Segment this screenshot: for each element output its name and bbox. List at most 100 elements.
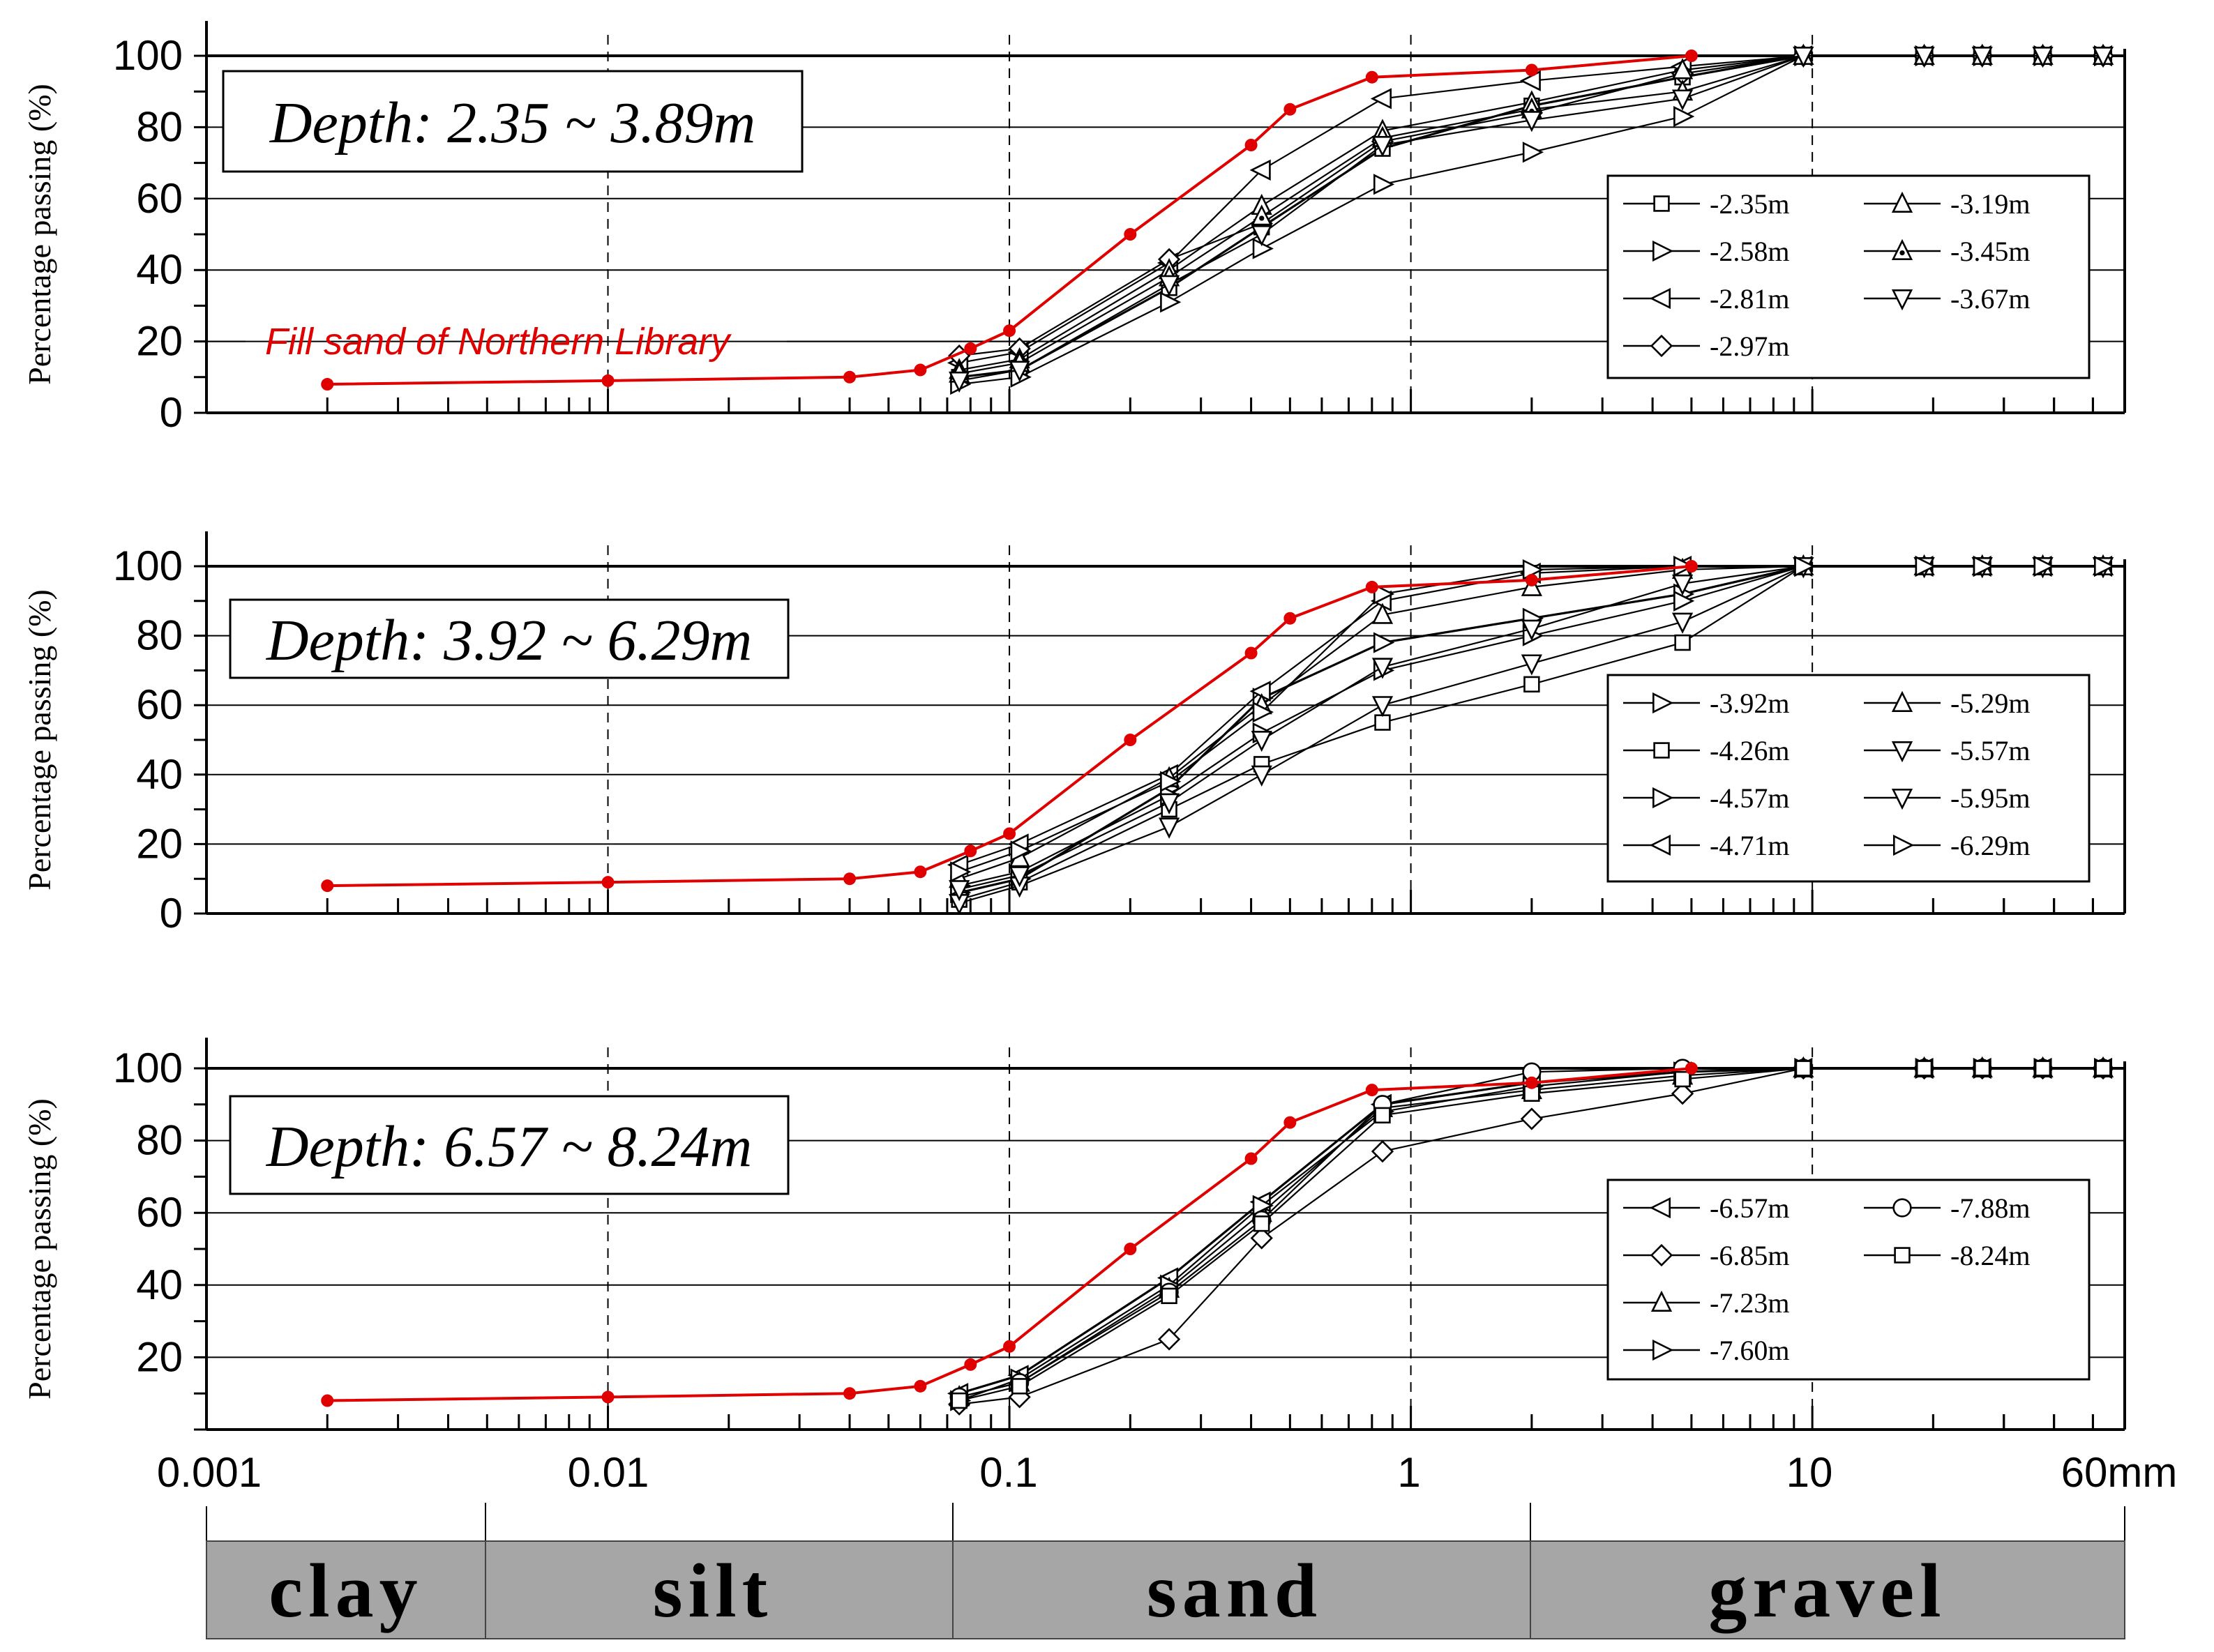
point--5.57m-6: [1671, 612, 1694, 634]
legend-marker--5.29m: [1891, 690, 1913, 713]
point--3.67m-9: [1971, 47, 1993, 68]
fill-sand-point-8: [1283, 1116, 1297, 1129]
legend-marker--6.57m: [1649, 1197, 1671, 1219]
y-tick-label-20: 20: [136, 318, 183, 365]
depth-label: Depth: 3.92 ~ 6.29m: [266, 608, 752, 673]
legend-label--8.24m: -8.24m: [1950, 1240, 2030, 1271]
x-tick-label-0.1: 0.1: [979, 1449, 1037, 1496]
point--5.57m-3: [1251, 765, 1272, 787]
panel-1: 0 20 40 60 80 100 Percentage passing (%) Depth:…: [22, 21, 2126, 436]
series--8.24m: [951, 1060, 2111, 1409]
legend-box: [1606, 174, 2091, 379]
series--3.67m: [949, 47, 2114, 393]
soil-label-gravel: gravel: [1708, 1548, 1946, 1633]
y-tick-label-20: 20: [136, 1333, 183, 1380]
point--7.60m-3: [1252, 1195, 1274, 1216]
fill-sand-point-5: [1003, 827, 1016, 840]
point--3.67m-7: [1793, 47, 1814, 68]
legend: -6.57m -6.85m -7.23m -7.60m -7.88m -8.24m: [1606, 1179, 2091, 1381]
fill-sand-point-3: [914, 363, 927, 377]
point--4.57m-6: [1673, 590, 1695, 612]
y-axis-label: Percentage passing (%): [22, 1098, 57, 1400]
fill-sand-point-5: [1003, 324, 1016, 338]
legend-label--7.60m: -7.60m: [1710, 1335, 1789, 1366]
legend: -2.35m -2.58m -2.81m -2.97m -3.19m -3.45m -3.6…: [1606, 174, 2091, 379]
point--3.67m-3: [1251, 225, 1272, 247]
legend: -3.92m -4.26m -4.57m -4.71m -5.29m -5.57m -5.9…: [1606, 674, 2091, 883]
y-tick-label-60: 60: [136, 175, 183, 222]
y-tick-label-80: 80: [136, 1117, 183, 1164]
fill-sand-label: Fill sand of Northern Library: [265, 321, 732, 363]
point--3.67m-8: [1913, 47, 1935, 68]
point--5.95m-0: [949, 880, 970, 902]
legend-label--3.67m: -3.67m: [1950, 283, 2030, 315]
point--6.85m-3: [1250, 1227, 1273, 1250]
point--3.45m-3: [1251, 204, 1272, 226]
point--4.26m-5: [1523, 676, 1540, 693]
fill-sand-line: [327, 54, 1692, 386]
fill-sand-point-7: [1244, 646, 1258, 660]
soil-classification-bar: clay silt sand gravel: [206, 1503, 2125, 1639]
legend-label--4.26m: -4.26m: [1710, 735, 1789, 766]
point--4.26m-4: [1374, 714, 1391, 731]
legend-marker--6.29m: [1893, 834, 1915, 856]
fill-sand-point-6: [1124, 228, 1137, 241]
point--3.67m-4: [1371, 136, 1394, 158]
fill-sand-point-0: [321, 879, 334, 893]
point--2.81m-4: [1370, 88, 1392, 109]
point--8.24m-1: [1011, 1378, 1028, 1395]
legend-label--3.92m: -3.92m: [1710, 688, 1789, 719]
legend-label--2.97m: -2.97m: [1710, 331, 1789, 362]
point--6.85m-5: [1520, 1107, 1544, 1130]
point--2.58m-2: [1160, 291, 1182, 313]
depth-box: [222, 70, 804, 173]
y-tick-label-80: 80: [136, 612, 183, 659]
depth-box: [229, 1095, 790, 1195]
point--6.29m-4: [1373, 583, 1395, 605]
fill-sand-line: [327, 565, 1692, 888]
point--3.67m-5: [1521, 111, 1542, 132]
legend-label--3.19m: -3.19m: [1950, 188, 2030, 220]
y-tick-label-40: 40: [136, 751, 183, 798]
point--6.85m-4: [1371, 1140, 1394, 1163]
fill-sand-line: [327, 1067, 1692, 1402]
point--3.67m-1: [1009, 361, 1030, 382]
point--5.95m-3: [1251, 731, 1272, 752]
legend-marker--4.26m: [1653, 742, 1670, 759]
point--8.24m-11: [2095, 1060, 2111, 1077]
point--2.58m-6: [1673, 105, 1695, 128]
legend-marker--2.58m: [1652, 240, 1674, 262]
point--4.26m-6: [1674, 634, 1691, 651]
fill-sand-point-10: [1525, 573, 1538, 586]
point--8.24m-8: [1915, 1060, 1933, 1077]
legend-label--2.35m: -2.35m: [1710, 188, 1789, 220]
fill-sand-point-2: [843, 872, 857, 886]
point--6.85m-2: [1157, 1328, 1181, 1351]
point--6.29m-7: [1794, 555, 1816, 577]
fill-sand-point-1: [601, 1390, 615, 1404]
x-tick-label-1: 1: [1397, 1449, 1420, 1496]
x-tick-label-60mm: 60mm: [2061, 1449, 2178, 1496]
point--8.24m-6: [1674, 1070, 1691, 1088]
legend-marker--2.81m: [1649, 287, 1671, 310]
y-tick-label-0: 0: [160, 890, 183, 937]
legend-marker--4.71m: [1649, 834, 1671, 856]
legend-label--4.71m: -4.71m: [1710, 830, 1789, 861]
legend-label--6.29m: -6.29m: [1950, 830, 2030, 861]
point--6.29m-0: [950, 861, 972, 883]
fill-sand-point-1: [601, 876, 615, 889]
y-tick-label-60: 60: [136, 681, 183, 728]
point--5.29m-4: [1371, 603, 1394, 624]
point--3.67m-10: [2032, 47, 2054, 68]
legend-label--6.57m: -6.57m: [1710, 1192, 1789, 1224]
soil-sand-cell: [952, 1540, 1531, 1639]
point--3.19m-6: [1671, 58, 1694, 79]
y-tick-label-100: 100: [113, 543, 183, 589]
legend-marker--3.45m-dot: [1899, 250, 1905, 256]
point--2.58m-5: [1522, 142, 1544, 163]
x-tick-label-0.001: 0.001: [157, 1449, 262, 1496]
series--6.29m: [950, 555, 2116, 883]
fill-sand-point-8: [1283, 103, 1297, 116]
point--6.29m-11: [2093, 555, 2116, 577]
fill-sand-point-10: [1525, 1076, 1538, 1089]
